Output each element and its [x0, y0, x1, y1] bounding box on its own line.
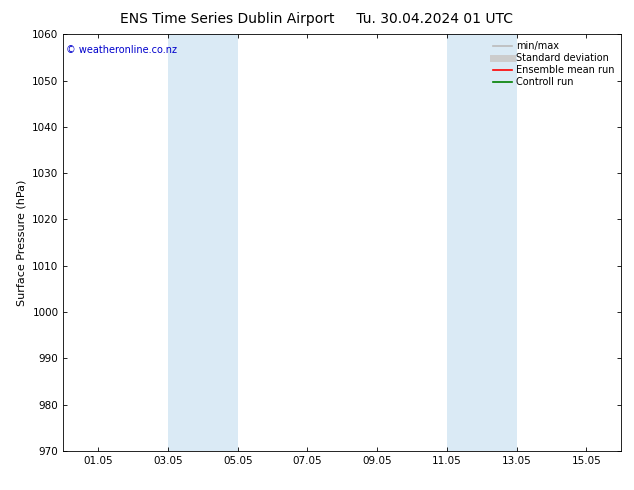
Y-axis label: Surface Pressure (hPa): Surface Pressure (hPa) [16, 179, 27, 306]
Text: © weatheronline.co.nz: © weatheronline.co.nz [66, 45, 177, 55]
Legend: min/max, Standard deviation, Ensemble mean run, Controll run: min/max, Standard deviation, Ensemble me… [491, 39, 616, 89]
Bar [447, 34, 517, 451]
Bar [168, 34, 238, 451]
Text: ENS Time Series Dublin Airport     Tu. 30.04.2024 01 UTC: ENS Time Series Dublin Airport Tu. 30.04… [120, 12, 514, 26]
